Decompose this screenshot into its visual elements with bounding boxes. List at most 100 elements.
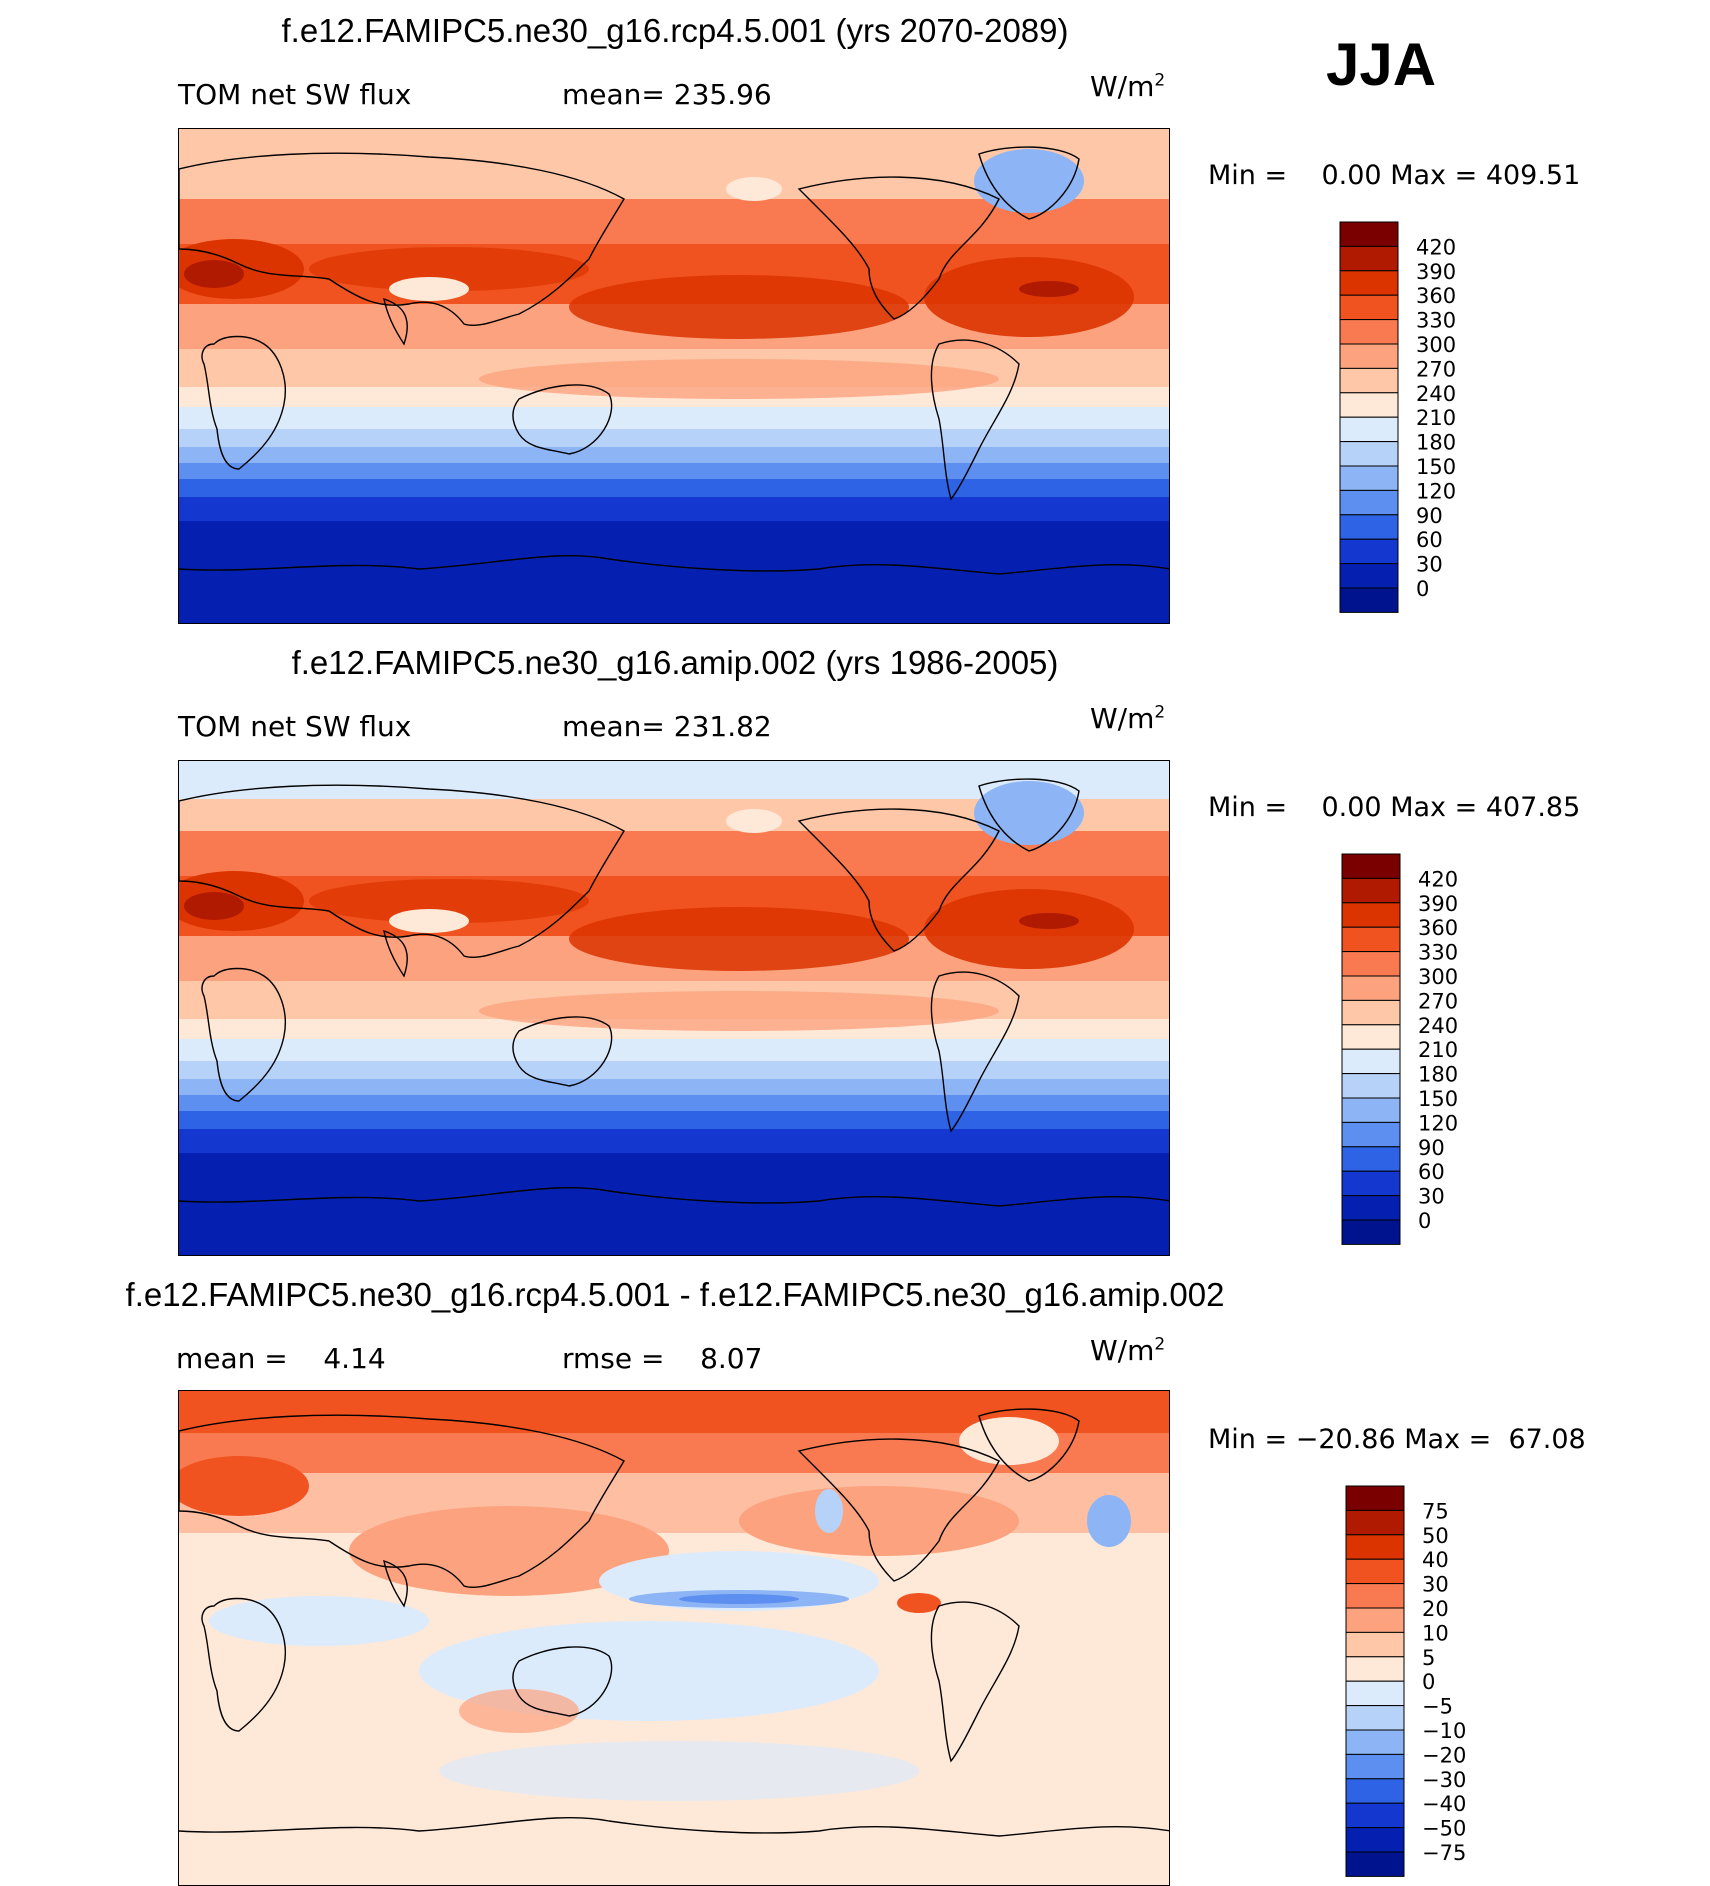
colorbar-tick-label: 270 bbox=[1416, 357, 1456, 381]
colorbar-swatch bbox=[1339, 465, 1399, 491]
colorbar-tick-label: 20 bbox=[1422, 1597, 1449, 1621]
panel-title: f.e12.FAMIPC5.ne30_g16.amip.002 (yrs 198… bbox=[291, 644, 1059, 681]
colorbar-tick-label: 10 bbox=[1422, 1621, 1449, 1645]
colorbar-swatch bbox=[1345, 1680, 1405, 1707]
colorbar-swatch bbox=[1345, 1778, 1405, 1804]
colorbar-swatch bbox=[1345, 1607, 1405, 1633]
colorbar-swatch bbox=[1341, 1195, 1401, 1221]
colorbar-tick-label: 300 bbox=[1418, 965, 1458, 989]
colorbar-tick-label: −50 bbox=[1422, 1817, 1466, 1841]
colorbar-tick-label: −40 bbox=[1422, 1792, 1466, 1816]
colorbar-tick-label: 360 bbox=[1416, 284, 1456, 308]
map-rcp bbox=[178, 128, 1170, 624]
variable-label: TOM net SW flux bbox=[178, 710, 412, 743]
map-amip bbox=[178, 760, 1170, 1256]
colorbar-tick-label: −5 bbox=[1422, 1695, 1453, 1719]
colorbar-tick-label: 300 bbox=[1416, 333, 1456, 357]
colorbar-swatch bbox=[1345, 1583, 1405, 1609]
colorbar-swatch bbox=[1339, 563, 1399, 589]
colorbar-tick-label: 120 bbox=[1418, 1111, 1458, 1135]
rmse-label: rmse = 8.07 bbox=[562, 1342, 763, 1375]
colorbar-swatch bbox=[1341, 951, 1401, 977]
colorbar-tick-label: 330 bbox=[1416, 309, 1456, 333]
colorbar-tick-label: 420 bbox=[1416, 235, 1456, 259]
colorbar-tick-label: 330 bbox=[1418, 941, 1458, 965]
colorbar-rcp: 420 390 360 330 300 270 240 210 180 150 120 90 60 30 0 bbox=[1339, 221, 1490, 617]
colorbar-swatch bbox=[1339, 270, 1399, 296]
colorbar-tick-label: 5 bbox=[1422, 1646, 1435, 1670]
colorbar-tick-label: 90 bbox=[1416, 504, 1443, 528]
colorbar-tick-label: −30 bbox=[1422, 1768, 1466, 1792]
map-diff bbox=[178, 1390, 1170, 1886]
colorbar-swatch bbox=[1341, 999, 1401, 1026]
colorbar-tick-label: −75 bbox=[1422, 1841, 1466, 1865]
colorbar-swatch bbox=[1339, 319, 1399, 345]
colorbar-swatch bbox=[1345, 1827, 1405, 1853]
colorbar-tick-label: 30 bbox=[1418, 1185, 1445, 1209]
colorbar-swatch bbox=[1341, 1219, 1401, 1245]
colorbar-swatch bbox=[1339, 343, 1399, 369]
colorbar-swatch bbox=[1341, 1121, 1401, 1148]
units-label: W/m2 bbox=[1090, 702, 1166, 735]
colorbar-tick-label: 240 bbox=[1416, 382, 1456, 406]
colorbar-swatch bbox=[1345, 1851, 1405, 1877]
colorbar-tick-label: 120 bbox=[1416, 479, 1456, 503]
colorbar-swatch bbox=[1339, 294, 1399, 321]
mean-label: mean= 235.96 bbox=[562, 78, 772, 111]
colorbar-swatch bbox=[1341, 1048, 1401, 1075]
colorbar-tick-label: 75 bbox=[1422, 1499, 1449, 1523]
colorbar-tick-label: 60 bbox=[1416, 528, 1443, 552]
colorbar-tick-label: 0 bbox=[1418, 1209, 1431, 1233]
colorbar-tick-label: 240 bbox=[1418, 1014, 1458, 1038]
mean-label: mean = 4.14 bbox=[176, 1342, 386, 1375]
colorbar-tick-label: 270 bbox=[1418, 989, 1458, 1013]
colorbar-tick-label: 40 bbox=[1422, 1548, 1449, 1572]
colorbar-tick-label: 0 bbox=[1422, 1670, 1435, 1694]
colorbar-swatch bbox=[1339, 538, 1399, 565]
colorbar-swatch bbox=[1341, 1073, 1401, 1099]
variable-label: TOM net SW flux bbox=[178, 78, 412, 111]
colorbar-swatch bbox=[1345, 1656, 1405, 1682]
colorbar-tick-label: 90 bbox=[1418, 1136, 1445, 1160]
panel-title: f.e12.FAMIPC5.ne30_g16.rcp4.5.001 - f.e1… bbox=[125, 1276, 1225, 1313]
colorbar-tick-label: 30 bbox=[1416, 553, 1443, 577]
colorbar-tick-label: 210 bbox=[1418, 1038, 1458, 1062]
colorbar-tick-label: 60 bbox=[1418, 1160, 1445, 1184]
colorbar-swatch bbox=[1339, 587, 1399, 613]
colorbar-tick-label: 30 bbox=[1422, 1573, 1449, 1597]
colorbar-tick-label: −20 bbox=[1422, 1743, 1466, 1767]
colorbar-tick-label: 150 bbox=[1416, 455, 1456, 479]
colorbar-tick-label: 210 bbox=[1416, 406, 1456, 430]
colorbar-swatch bbox=[1341, 926, 1401, 953]
colorbar-swatch bbox=[1339, 416, 1399, 443]
colorbar-diff: 75 50 40 30 20 10 5 0 −5 −10 −20 −30 −40 −50 −75 bbox=[1345, 1485, 1496, 1881]
units-label: W/m2 bbox=[1090, 1334, 1166, 1367]
colorbar-swatch bbox=[1339, 392, 1399, 418]
colorbar-tick-label: 420 bbox=[1418, 867, 1458, 891]
colorbar-swatch bbox=[1341, 902, 1401, 928]
min-max-readout: Min = 0.00 Max = 407.85 bbox=[1208, 792, 1581, 823]
colorbar-swatch bbox=[1341, 1097, 1401, 1123]
colorbar-swatch bbox=[1341, 1146, 1401, 1172]
colorbar-swatch bbox=[1345, 1558, 1405, 1585]
colorbar-swatch bbox=[1341, 1170, 1401, 1197]
colorbar-swatch bbox=[1345, 1729, 1405, 1755]
colorbar-amip: 420 390 360 330 300 270 240 210 180 150 120 90 60 30 0 bbox=[1341, 853, 1492, 1249]
min-max-readout: Min = 0.00 Max = 409.51 bbox=[1208, 160, 1581, 191]
colorbar-swatch bbox=[1339, 441, 1399, 467]
colorbar-tick-label: 50 bbox=[1422, 1524, 1449, 1548]
colorbar-tick-label: 180 bbox=[1416, 431, 1456, 455]
colorbar-swatch bbox=[1339, 514, 1399, 540]
colorbar-swatch bbox=[1339, 489, 1399, 516]
colorbar-tick-label: 390 bbox=[1416, 260, 1456, 284]
colorbar-swatch bbox=[1345, 1485, 1405, 1511]
mean-label: mean= 231.82 bbox=[562, 710, 772, 743]
colorbar-swatch bbox=[1339, 367, 1399, 394]
colorbar-swatch bbox=[1339, 245, 1399, 272]
colorbar-swatch bbox=[1341, 877, 1401, 904]
units-label: W/m2 bbox=[1090, 70, 1166, 103]
colorbar-swatch bbox=[1345, 1802, 1405, 1829]
colorbar-swatch bbox=[1345, 1705, 1405, 1731]
colorbar-swatch bbox=[1345, 1534, 1405, 1560]
min-max-readout: Min = −20.86 Max = 67.08 bbox=[1208, 1424, 1586, 1455]
